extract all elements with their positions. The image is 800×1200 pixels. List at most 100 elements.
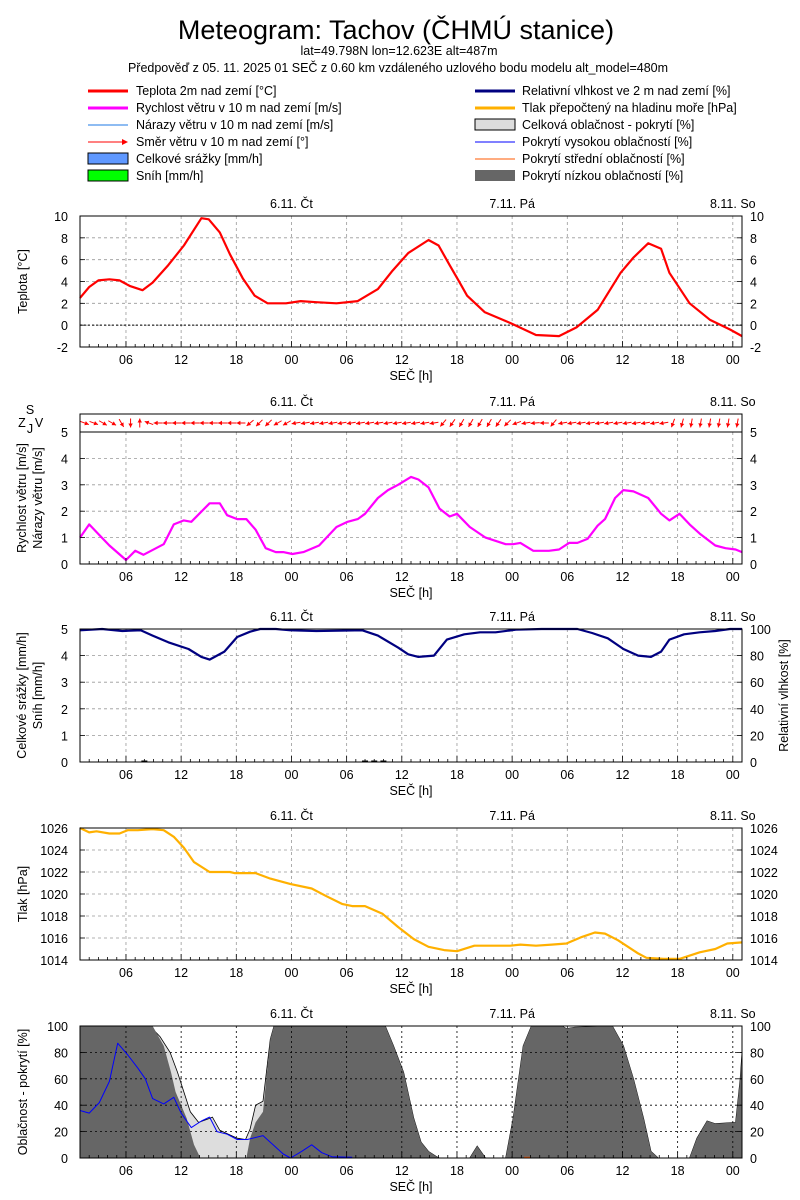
day-label: 8.11. So [710, 1007, 756, 1021]
wind-arrow [162, 420, 172, 426]
x-tick-label: 06 [119, 966, 133, 980]
x-tick-label: 00 [505, 570, 519, 584]
x-tick-label: 18 [450, 570, 464, 584]
x-tick-label: 06 [560, 570, 574, 584]
arrow-head [567, 420, 572, 426]
series-line [79, 627, 742, 661]
wind-arrow [449, 419, 456, 427]
arrow-head [459, 422, 464, 427]
wind-arrow [458, 418, 465, 428]
y-tick-label: 2 [61, 703, 68, 717]
arrow-head [622, 420, 627, 426]
x-tick-label: 00 [726, 966, 740, 980]
wind-arrow [401, 420, 411, 426]
legend-item: Sníh [mm/h] [87, 169, 203, 183]
x-tick-label: 00 [726, 1164, 740, 1178]
day-label: 6.11. Čt [270, 1006, 313, 1021]
x-tick-label: 12 [395, 768, 409, 782]
y-tick-label-right: 40 [750, 703, 764, 717]
arrow-head [119, 422, 124, 427]
arrow-head [319, 420, 324, 426]
legend-swatch [474, 118, 516, 131]
arrow-head [162, 420, 167, 426]
arrow-head [707, 423, 712, 428]
x-tick-label: 18 [229, 966, 243, 980]
arrow-head [282, 421, 288, 426]
wind-arrow [128, 418, 133, 428]
x-tick-label: 18 [671, 1164, 685, 1178]
y-tick-label: 80 [54, 1046, 68, 1060]
low-cloud-area [80, 1026, 742, 1158]
wind-arrow [108, 420, 117, 426]
x-tick-label: 06 [340, 570, 354, 584]
y-tick-label-right: 1016 [750, 932, 778, 946]
y-tick-label-right: 2 [750, 297, 757, 311]
wind-arrow [300, 420, 310, 426]
wind-arrow [89, 420, 99, 426]
wind-arrow [707, 418, 712, 428]
y-tick-label: 0 [61, 319, 68, 333]
legend-label: Pokrytí nízkou oblačností [%] [522, 169, 683, 183]
y-axis-label: Rychlost větru [m/s] [15, 443, 29, 553]
compass-rose: SZ J V [18, 403, 44, 436]
legend-label: Směr větru v 10 m nad zemí [°] [136, 135, 308, 149]
y-tick-label: 8 [61, 232, 68, 246]
arrow-head [153, 420, 158, 426]
arrow-head [236, 420, 241, 426]
arrow-head [328, 420, 333, 426]
day-label: 6.11. Čt [270, 808, 313, 823]
wind-arrow [319, 420, 329, 426]
arrow-head [128, 423, 133, 428]
wind-arrow [392, 420, 402, 426]
y-tick-label: 20 [54, 1126, 68, 1140]
y-tick-label-right: 20 [750, 729, 764, 743]
day-label: 7.11. Pá [489, 1007, 535, 1021]
arrow-head [716, 423, 722, 428]
day-label: 8.11. So [710, 197, 756, 211]
arrow-head [383, 420, 388, 426]
wind-arrow [558, 420, 568, 426]
arrow-head [265, 421, 270, 427]
wind-arrow [716, 418, 722, 428]
y-tick-label-right: 80 [750, 1046, 764, 1060]
y-tick-label: 40 [54, 1099, 68, 1113]
wind-arrow [495, 419, 502, 427]
arrow-head [495, 422, 500, 427]
legend-item: Pokrytí střední oblačností [%] [475, 152, 685, 166]
legend-swatch [87, 152, 129, 165]
wind-arrow [374, 420, 384, 426]
legend-label: Sníh [mm/h] [136, 169, 203, 183]
arrow-head [512, 421, 518, 426]
x-tick-label: 00 [726, 768, 740, 782]
arrow-head [392, 420, 398, 426]
y-axis-label-right: Relativní vlhkost [%] [777, 639, 791, 752]
arrow-head [558, 420, 563, 426]
wind-arrow [585, 420, 595, 426]
x-tick-label: 12 [174, 1164, 188, 1178]
x-tick-label: 00 [505, 768, 519, 782]
legend-swatch [87, 169, 129, 182]
wind-arrow [291, 420, 301, 426]
wind-arrow [698, 418, 703, 428]
x-tick-label: 06 [119, 570, 133, 584]
arrow-head [374, 420, 379, 426]
wind-arrow [725, 418, 731, 428]
wind-arrow [355, 420, 365, 426]
chart-pressure: 06 12 18 00 06 12 18 00 06 12 18 00 6.11. Čt 7.11. Pá… [16, 808, 778, 996]
y-tick-label-right: 1026 [750, 822, 778, 836]
wind-arrow [383, 420, 393, 426]
wind-arrow [153, 420, 163, 426]
y-tick-label-right: 1014 [750, 954, 778, 968]
day-label: 7.11. Pá [489, 809, 535, 823]
y-tick-label: 1022 [40, 866, 68, 880]
chart-precip-humidity: 06 12 18 00 06 12 18 00 06 12 18 006.11. Čt 7.11. Pá… [15, 609, 791, 798]
y-tick-label-right: -2 [750, 341, 761, 355]
y-axis-label: Oblačnost - pokrytí [%] [16, 1029, 30, 1155]
legend-item: Tlak přepočtený na hladinu moře [hPa] [475, 101, 737, 115]
arrow-head [208, 420, 213, 426]
legend-label: Rychlost větru v 10 m nad zemí [m/s] [136, 101, 342, 115]
x-tick-label: 00 [726, 353, 740, 367]
x-tick-label: 12 [616, 1164, 630, 1178]
x-tick-label: 06 [560, 966, 574, 980]
